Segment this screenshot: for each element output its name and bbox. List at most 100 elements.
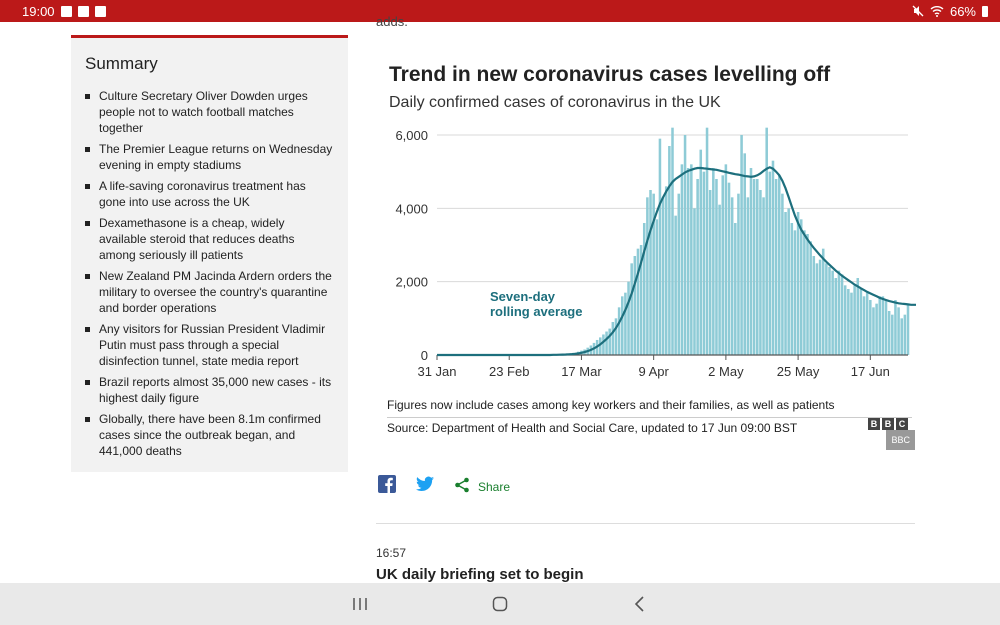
share-button[interactable]: Share bbox=[454, 477, 510, 496]
twitter-icon[interactable] bbox=[416, 476, 434, 497]
daily-cases-bar bbox=[850, 292, 853, 355]
daily-cases-bar bbox=[708, 190, 712, 355]
status-bar: 19:00 66% bbox=[0, 0, 1000, 22]
daily-cases-bar bbox=[664, 186, 668, 355]
daily-cases-bar bbox=[740, 135, 743, 355]
daily-cases-bar bbox=[705, 127, 709, 356]
summary-item: Any visitors for Russian President Vladi… bbox=[85, 321, 334, 369]
rolling-average-line bbox=[437, 166, 916, 357]
rolling-average-annotation: Seven-day bbox=[490, 289, 556, 304]
daily-cases-bar bbox=[891, 314, 894, 355]
battery-percent: 66% bbox=[949, 3, 976, 19]
daily-cases-bar bbox=[765, 127, 768, 356]
x-tick-label: 23 Feb bbox=[489, 364, 529, 379]
daily-cases-bar bbox=[737, 193, 740, 355]
battery-icon bbox=[982, 5, 988, 17]
x-tick-label: 17 Mar bbox=[561, 364, 602, 379]
status-right: 66% bbox=[912, 4, 988, 19]
summary-item: Dexamethasone is a cheap, widely availab… bbox=[85, 215, 334, 263]
daily-cases-bar bbox=[630, 263, 633, 355]
rolling-average-annotation: rolling average bbox=[490, 304, 582, 319]
daily-cases-bar bbox=[884, 300, 888, 355]
daily-cases-bar bbox=[837, 270, 841, 355]
daily-cases-bar bbox=[721, 175, 725, 355]
daily-cases-bar bbox=[809, 241, 812, 355]
status-time: 19:00 bbox=[22, 3, 55, 19]
daily-cases-bar bbox=[828, 267, 831, 355]
status-left: 19:00 bbox=[22, 4, 106, 19]
daily-cases-bar bbox=[696, 179, 699, 355]
daily-cases-bar bbox=[825, 263, 828, 355]
navigation-bar bbox=[0, 583, 1000, 625]
daily-cases-bar bbox=[699, 149, 703, 355]
daily-cases-bar bbox=[865, 292, 869, 355]
covid-cases-chart: Trend in new coronavirus cases levelling… bbox=[376, 56, 916, 456]
daily-cases-bar bbox=[803, 230, 806, 355]
bbc-logo: B B C bbox=[868, 418, 908, 430]
share-row: Share bbox=[378, 475, 510, 498]
daily-cases-bar bbox=[658, 138, 662, 355]
summary-box: Summary Culture Secretary Oliver Dowden … bbox=[71, 35, 348, 472]
x-tick-label: 17 Jun bbox=[851, 364, 890, 379]
daily-cases-bar bbox=[887, 311, 891, 355]
daily-cases-bar bbox=[790, 223, 794, 355]
daily-cases-bar bbox=[730, 197, 734, 355]
daily-cases-bar bbox=[636, 248, 640, 355]
daily-cases-bar bbox=[605, 331, 608, 355]
daily-cases-bar bbox=[752, 179, 756, 355]
daily-cases-bar bbox=[756, 179, 759, 355]
summary-item: A life-saving coronavirus treatment has … bbox=[85, 178, 334, 210]
summary-item: The Premier League returns on Wednesday … bbox=[85, 141, 334, 173]
home-button[interactable] bbox=[485, 589, 515, 619]
daily-cases-bar bbox=[787, 208, 790, 355]
daily-cases-bar bbox=[649, 190, 652, 355]
daily-cases-bar bbox=[646, 197, 649, 355]
summary-heading: Summary bbox=[85, 54, 158, 73]
daily-cases-bar bbox=[856, 278, 860, 355]
mail-notification-icon bbox=[94, 5, 106, 17]
daily-cases-bar bbox=[674, 215, 677, 355]
daily-cases-bar bbox=[759, 190, 762, 355]
recent-apps-button[interactable] bbox=[345, 589, 375, 619]
daily-cases-bar bbox=[796, 212, 800, 355]
daily-cases-bar bbox=[894, 300, 897, 355]
daily-cases-bar bbox=[843, 285, 847, 355]
daily-cases-bar bbox=[906, 303, 910, 355]
facebook-notification-icon bbox=[77, 5, 89, 17]
daily-cases-bar bbox=[668, 146, 671, 355]
daily-cases-bar bbox=[652, 193, 655, 355]
daily-cases-bar bbox=[774, 179, 778, 355]
daily-cases-bar bbox=[620, 296, 624, 355]
daily-cases-bar bbox=[746, 197, 750, 355]
x-tick-label: 31 Jan bbox=[417, 364, 456, 379]
share-icon bbox=[454, 477, 470, 496]
daily-cases-bar bbox=[815, 263, 819, 355]
daily-cases-bar bbox=[812, 256, 816, 355]
daily-cases-bar bbox=[834, 278, 838, 355]
facebook-icon[interactable] bbox=[378, 475, 396, 498]
daily-cases-bar bbox=[661, 197, 665, 355]
daily-cases-bar bbox=[799, 219, 803, 355]
post-title[interactable]: UK daily briefing set to begin bbox=[376, 566, 584, 583]
daily-cases-bar bbox=[762, 197, 765, 355]
daily-cases-bar bbox=[602, 334, 605, 355]
daily-cases-bar bbox=[749, 168, 753, 355]
x-tick-label: 25 May bbox=[777, 364, 820, 379]
daily-cases-bar bbox=[840, 274, 844, 355]
daily-cases-bar bbox=[900, 318, 903, 355]
share-label: Share bbox=[478, 479, 511, 494]
daily-cases-bar bbox=[859, 289, 863, 355]
y-tick-label: 6,000 bbox=[395, 128, 428, 143]
bbc-logo-letter: C bbox=[896, 418, 908, 430]
daily-cases-bar bbox=[821, 248, 825, 355]
daily-cases-bar bbox=[903, 314, 907, 355]
daily-cases-bar bbox=[683, 135, 687, 355]
y-tick-label: 2,000 bbox=[395, 275, 428, 290]
back-button[interactable] bbox=[625, 589, 655, 619]
daily-cases-bar bbox=[777, 175, 781, 355]
daily-cases-bar bbox=[853, 285, 856, 355]
daily-cases-bar bbox=[806, 234, 809, 355]
daily-cases-bar bbox=[614, 318, 618, 355]
chart-source: Source: Department of Health and Social … bbox=[387, 417, 912, 435]
divider bbox=[376, 523, 915, 524]
